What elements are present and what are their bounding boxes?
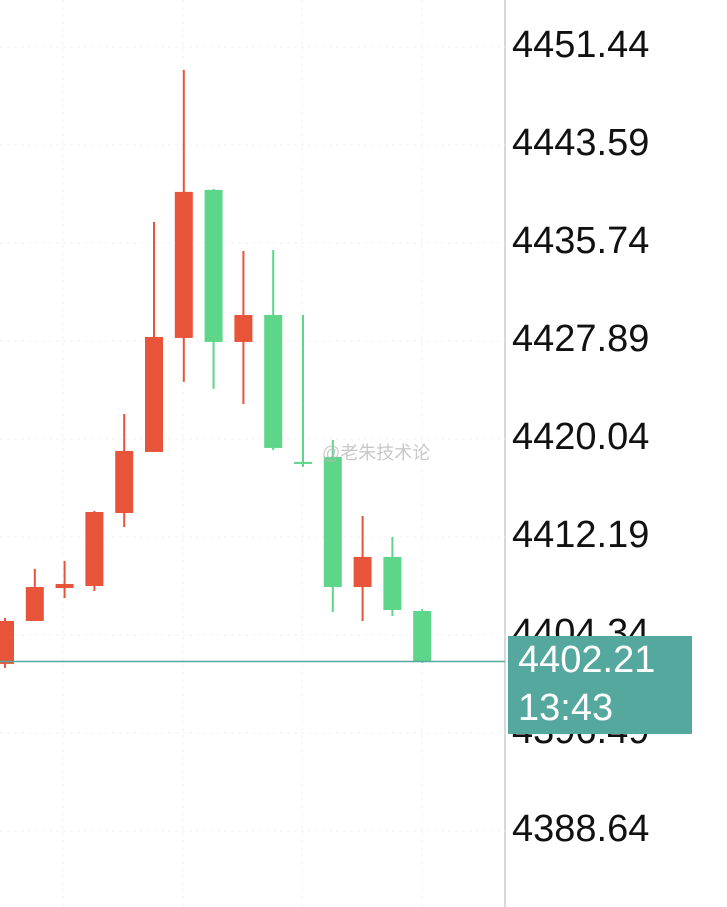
candles	[0, 69, 432, 668]
candle-body	[323, 456, 342, 588]
y-tick-label: 4443.59	[512, 122, 649, 164]
candle-body	[234, 314, 253, 342]
candle-body	[174, 191, 193, 338]
candle-body	[25, 587, 44, 621]
last-time-label: 13:43	[518, 687, 613, 729]
candle-body	[353, 556, 372, 588]
y-tick-label: 4420.04	[512, 416, 649, 458]
watermark: @老朱技术论	[322, 443, 430, 463]
candle-body	[85, 511, 104, 587]
last-price: @老朱技术论 4402.21 13:43	[0, 443, 692, 734]
y-tick-label: 4412.19	[512, 514, 649, 556]
candle-body	[264, 314, 283, 448]
y-tick-label: 4451.44	[512, 24, 649, 66]
candle-body	[383, 556, 402, 610]
candle-body	[413, 610, 432, 662]
candle-body	[204, 189, 223, 342]
candle-body	[294, 461, 312, 464]
candle-body	[0, 620, 14, 664]
y-tick-label: 4427.89	[512, 318, 649, 360]
candle-body	[55, 584, 74, 589]
grid	[0, 0, 505, 907]
y-tick-label: 4435.74	[512, 220, 649, 262]
candle-body	[145, 336, 163, 452]
candle-body	[115, 450, 134, 513]
last-price-label: 4402.21	[518, 639, 655, 681]
last-price-box	[508, 636, 692, 734]
y-tick-label: 4388.64	[512, 808, 649, 850]
